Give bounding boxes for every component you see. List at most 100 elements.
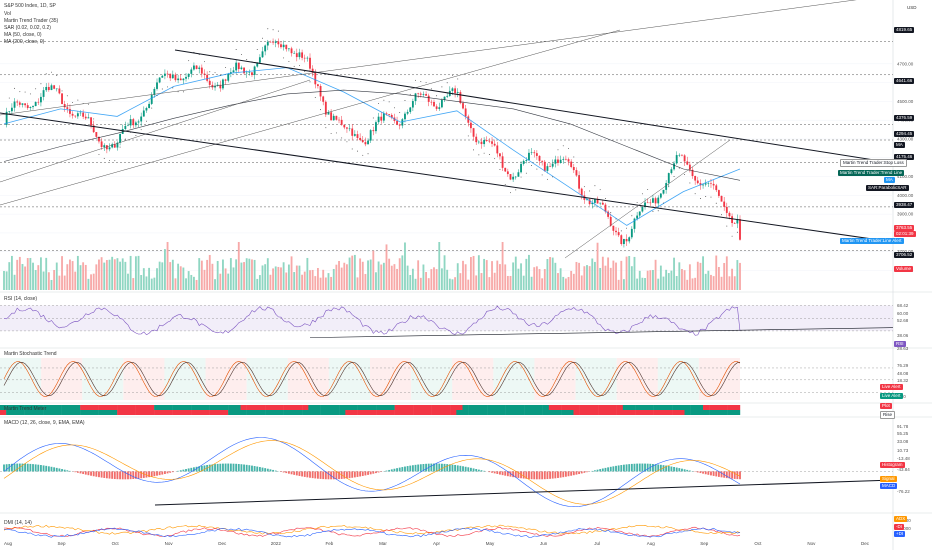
trend-meter-cell [55, 410, 62, 415]
volume-bar [177, 263, 180, 290]
price-tag[interactable]: 02:01:39 [894, 231, 916, 237]
sar-dot [726, 225, 728, 227]
candle-body [649, 202, 652, 204]
volume-bar [129, 255, 132, 290]
stoch-tag[interactable]: Live Alert [880, 384, 903, 390]
dmi-line [3, 524, 741, 535]
volume-bar [8, 262, 11, 290]
trend-meter-cell [376, 405, 383, 410]
sar-dot [29, 93, 31, 95]
line-tag[interactable]: SAR:ParabolicSAR [866, 185, 909, 191]
volume-bar [686, 279, 689, 290]
macd-tag[interactable]: MACD [880, 483, 898, 489]
trend-meter-cell [505, 410, 513, 415]
rsi-pane-title[interactable]: RSI (14, close) [4, 296, 38, 302]
volume-bar [641, 277, 644, 290]
price-tag[interactable]: 4641.66 [894, 78, 915, 84]
volume-bar [414, 278, 417, 290]
candle-body [193, 65, 195, 70]
candle-body [361, 140, 364, 143]
volume-bar [649, 270, 652, 290]
trend-meter-cell [524, 410, 531, 415]
macd-axis-tick: 91.78 [897, 424, 909, 429]
stoch-tag[interactable]: Live Alert [880, 393, 903, 399]
candle-body [140, 116, 143, 122]
sar-dot [240, 53, 242, 55]
x-axis-label: Feb [325, 541, 334, 546]
indicator-martin-trend-trader[interactable]: Martin Trend Trader (35) [4, 18, 59, 24]
sar-dot [425, 82, 427, 84]
indicator-ma-50[interactable]: MA (50, close, 0) [4, 32, 42, 38]
candle-body [311, 68, 314, 73]
dmi-tag[interactable]: -DI [894, 524, 904, 530]
dmi-tag[interactable]: ADX [894, 516, 908, 522]
price-tag[interactable]: 4294.45 [894, 131, 915, 137]
price-tag[interactable]: 4819.65 [894, 27, 915, 33]
price-tag[interactable]: 4175.46 [894, 154, 915, 160]
volume-bar [570, 270, 573, 290]
volume-bar [171, 259, 174, 290]
trend-meter-pane-title[interactable]: Martin Trend Meter [4, 406, 47, 412]
chart-symbol-title: S&P 500 Index, 1D, SP [4, 3, 56, 9]
trend-meter-cell [592, 410, 599, 415]
volume-bar [163, 249, 166, 290]
sar-dot [694, 193, 696, 195]
trend-meter-cell [271, 405, 278, 410]
dmi-tag[interactable]: +DI [894, 531, 906, 537]
sar-dot [452, 74, 453, 76]
trend-meter-cell [511, 405, 519, 410]
stoch-tag[interactable]: Rise [880, 411, 896, 419]
price-tag[interactable]: Volume [894, 266, 914, 272]
candle-body [269, 41, 272, 43]
volume-bar [140, 275, 143, 290]
sar-dot [341, 137, 343, 139]
line-tag[interactable]: Martin Trend Trader:Line Alert [840, 238, 904, 244]
line-tag[interactable]: MA [884, 177, 895, 183]
indicator-vol[interactable]: Vol [4, 11, 11, 17]
price-tag[interactable]: 3938.47 [894, 202, 915, 208]
line-tag[interactable]: Martin Trend Trader:Trend Line [838, 170, 905, 176]
macd-pane-title[interactable]: MACD (12, 26, close, 9, EMA, EMA) [4, 420, 85, 426]
sar-dot [705, 196, 707, 197]
candle-body [174, 74, 177, 81]
rsi-tag[interactable]: RSI [894, 341, 906, 347]
indicator-ma-200[interactable]: MA (200, close, 0) [4, 39, 45, 45]
price-tag[interactable]: 3706.52 [894, 252, 915, 258]
macd-histogram-bar [282, 471, 285, 473]
dmi-pane-title[interactable]: DMI (14, 14) [4, 520, 32, 526]
stoch-tag[interactable]: Plot [880, 403, 892, 409]
sar-dot [320, 109, 322, 111]
currency-label: USD [907, 5, 917, 10]
sar-dot [309, 81, 311, 83]
candle-body [607, 211, 610, 217]
candle-body [58, 88, 61, 94]
volume-bar [440, 268, 443, 290]
candle-body [580, 188, 583, 196]
candle-body [266, 41, 269, 46]
volume-bar [148, 267, 151, 290]
candle-body [66, 107, 69, 109]
candle-body [488, 140, 491, 142]
macd-tag[interactable]: Signal [880, 476, 897, 482]
price-tag[interactable]: 4376.59 [894, 115, 915, 121]
macd-histogram-bar [375, 471, 377, 474]
volume-bar [464, 264, 467, 290]
candle-body [541, 160, 544, 162]
trend-meter-cell [357, 405, 365, 410]
candle-body [74, 115, 77, 117]
price-tag[interactable]: MA [894, 142, 905, 148]
trend-meter-cell [604, 405, 611, 410]
candle-body [177, 78, 180, 81]
candle-body [264, 45, 267, 52]
macd-histogram-bar [177, 470, 180, 472]
candle-body [63, 104, 66, 108]
indicator-sar[interactable]: SAR (0.02, 0.02, 0.2) [4, 25, 51, 31]
macd-histogram-bar [203, 465, 206, 472]
macd-tag[interactable]: Histogram [880, 462, 905, 468]
stoch-pane-title[interactable]: Martin Stochastic Trend [4, 351, 57, 357]
volume-bar [142, 268, 145, 290]
line-tag[interactable]: Martin Trend Trader:Stop Loss [840, 159, 907, 167]
price-tag[interactable]: 3763.55 [894, 225, 915, 231]
sar-dot [40, 83, 42, 85]
macd-histogram-bar [163, 471, 166, 474]
